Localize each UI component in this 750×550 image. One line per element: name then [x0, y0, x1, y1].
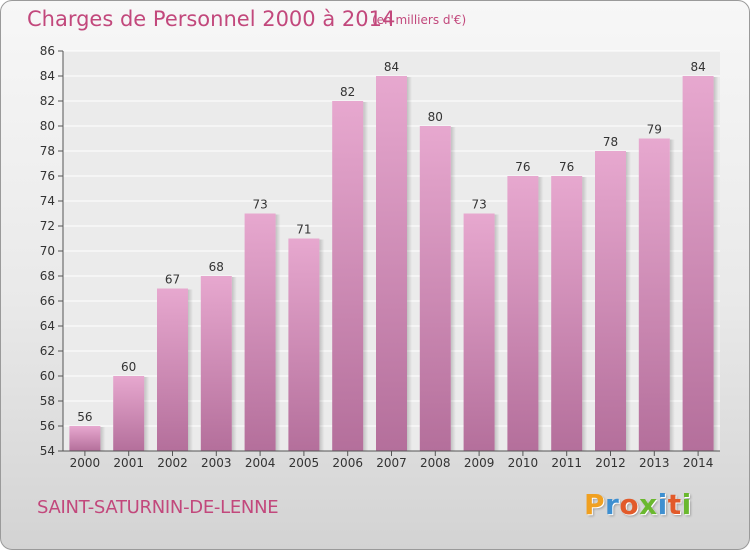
bar — [682, 76, 714, 451]
bar-shadow — [538, 177, 544, 451]
y-tick-label: 72 — [40, 219, 55, 233]
data-label: 68 — [209, 260, 224, 274]
bar — [507, 176, 539, 451]
data-label: 76 — [515, 160, 530, 174]
data-label: 56 — [77, 410, 92, 424]
data-label: 80 — [428, 110, 443, 124]
data-label: 67 — [165, 273, 180, 287]
bar-shadow — [626, 152, 631, 451]
bar-shadow — [275, 214, 281, 451]
bar-shadow — [363, 102, 369, 451]
y-tick-label: 86 — [40, 44, 55, 58]
x-tick-label: 2011 — [551, 456, 582, 470]
commune-name: SAINT-SATURNIN-DE-LENNE — [37, 497, 279, 518]
y-tick-label: 70 — [40, 244, 55, 258]
bar — [551, 176, 583, 451]
bar-shadow — [144, 377, 150, 451]
bar-shadow — [231, 277, 237, 451]
bar-shadow — [188, 289, 193, 451]
bar — [157, 288, 188, 451]
chart-title: Charges de Personnel 2000 à 2014 — [27, 7, 396, 31]
y-tick-label: 82 — [40, 94, 55, 108]
y-tick-label: 64 — [40, 319, 55, 333]
chart-unit: (en milliers d'€) — [372, 13, 467, 27]
x-tick-label: 2002 — [157, 456, 188, 470]
bar — [419, 126, 451, 451]
y-tick-label: 68 — [40, 269, 55, 283]
y-tick-label: 58 — [40, 394, 55, 408]
y-tick-label: 66 — [40, 294, 55, 308]
x-tick-label: 2010 — [508, 456, 539, 470]
bar — [463, 213, 495, 451]
bar-shadow — [407, 77, 412, 451]
bar — [595, 151, 626, 451]
x-tick-label: 2009 — [464, 456, 495, 470]
x-tick-label: 2007 — [376, 456, 407, 470]
y-tick-label: 54 — [40, 444, 55, 458]
bar-shadow — [494, 214, 500, 451]
data-label: 82 — [340, 85, 355, 99]
y-tick-label: 56 — [40, 419, 55, 433]
x-tick-label: 2013 — [639, 456, 670, 470]
y-tick-label: 60 — [40, 369, 55, 383]
bar-shadow — [582, 177, 588, 451]
x-tick-label: 2008 — [420, 456, 451, 470]
y-tick-label: 80 — [40, 119, 55, 133]
data-label: 73 — [252, 198, 267, 212]
bar — [638, 138, 670, 451]
bar — [200, 276, 232, 451]
x-tick-label: 2000 — [70, 456, 101, 470]
data-labels: 56 60 67 68 73 71 82 84 80 73 76 76 78 79 84 — [77, 60, 705, 424]
y-tick-label: 62 — [40, 344, 55, 358]
bar — [244, 213, 276, 451]
y-tick-label: 84 — [40, 69, 55, 83]
bar — [288, 238, 320, 451]
x-tick-label: 2005 — [289, 456, 320, 470]
x-tick-label: 2012 — [595, 456, 626, 470]
bar-shadow — [319, 239, 325, 451]
data-label: 84 — [690, 60, 705, 74]
bar — [113, 376, 145, 451]
bar-shadow — [713, 77, 719, 451]
data-label: 79 — [647, 123, 662, 137]
x-tick-label: 2001 — [113, 456, 144, 470]
data-label: 84 — [384, 60, 399, 74]
bar — [376, 76, 407, 451]
bar-shadow — [669, 139, 675, 451]
x-tick-label: 2004 — [245, 456, 276, 470]
y-tick-label: 76 — [40, 169, 55, 183]
axes: 54 56 58 60 62 64 66 68 70 72 74 76 78 80 82 84 86 2000 20… — [40, 44, 720, 470]
data-label: 71 — [296, 223, 311, 237]
bar — [69, 426, 101, 451]
data-label: 60 — [121, 360, 136, 374]
bar — [332, 101, 364, 451]
proxiti-logo: Proxiti — [584, 488, 692, 521]
x-tick-label: 2006 — [332, 456, 363, 470]
bar-shadow — [450, 127, 456, 451]
x-tick-label: 2003 — [201, 456, 232, 470]
bars — [69, 76, 719, 451]
x-tick-label: 2014 — [683, 456, 714, 470]
bar-shadow — [100, 427, 106, 451]
data-label: 76 — [559, 160, 574, 174]
data-label: 78 — [603, 135, 618, 149]
y-tick-label: 78 — [40, 144, 55, 158]
data-label: 73 — [471, 198, 486, 212]
y-tick-label: 74 — [40, 194, 55, 208]
